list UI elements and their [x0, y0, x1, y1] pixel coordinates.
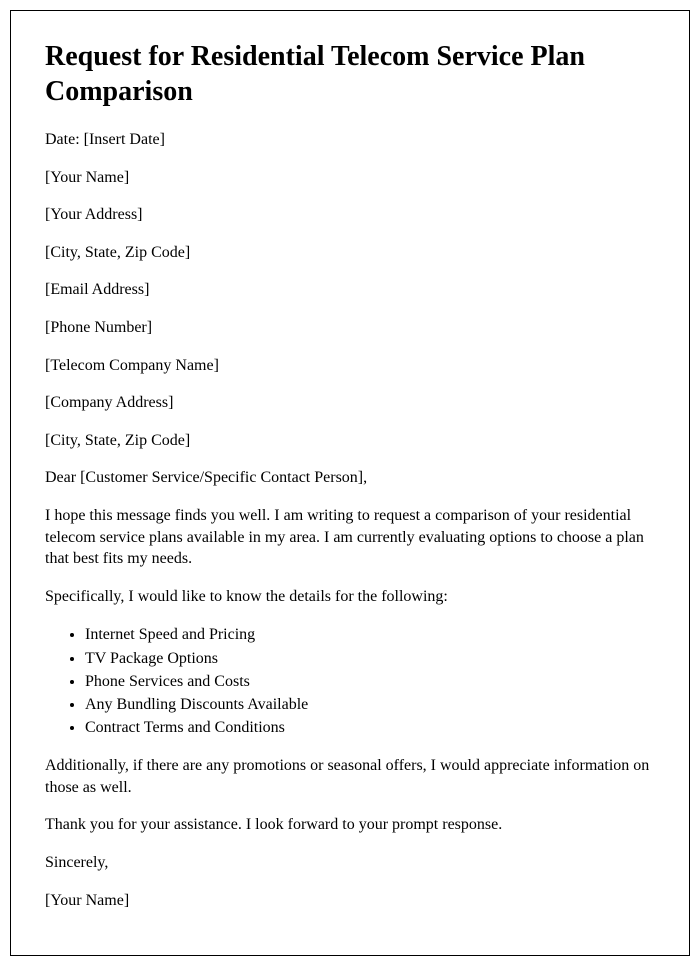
recipient-address: [Company Address] [45, 392, 655, 414]
intro-paragraph: I hope this message finds you well. I am… [45, 505, 655, 570]
promotions-paragraph: Additionally, if there are any promotion… [45, 755, 655, 798]
document-title: Request for Residential Telecom Service … [45, 39, 655, 109]
sender-name: [Your Name] [45, 167, 655, 189]
closing-thanks: Thank you for your assistance. I look fo… [45, 814, 655, 836]
sender-phone: [Phone Number] [45, 317, 655, 339]
sender-address: [Your Address] [45, 204, 655, 226]
details-list: Internet Speed and Pricing TV Package Op… [45, 623, 655, 739]
document-frame: Request for Residential Telecom Service … [10, 10, 690, 956]
sender-city: [City, State, Zip Code] [45, 242, 655, 264]
details-intro: Specifically, I would like to know the d… [45, 586, 655, 608]
list-item: Phone Services and Costs [85, 670, 655, 693]
list-item: Internet Speed and Pricing [85, 623, 655, 646]
recipient-city: [City, State, Zip Code] [45, 430, 655, 452]
signature: [Your Name] [45, 890, 655, 912]
date-line: Date: [Insert Date] [45, 129, 655, 151]
list-item: Any Bundling Discounts Available [85, 693, 655, 716]
list-item: Contract Terms and Conditions [85, 716, 655, 739]
salutation: Dear [Customer Service/Specific Contact … [45, 467, 655, 489]
recipient-company: [Telecom Company Name] [45, 355, 655, 377]
closing: Sincerely, [45, 852, 655, 874]
list-item: TV Package Options [85, 647, 655, 670]
sender-email: [Email Address] [45, 279, 655, 301]
